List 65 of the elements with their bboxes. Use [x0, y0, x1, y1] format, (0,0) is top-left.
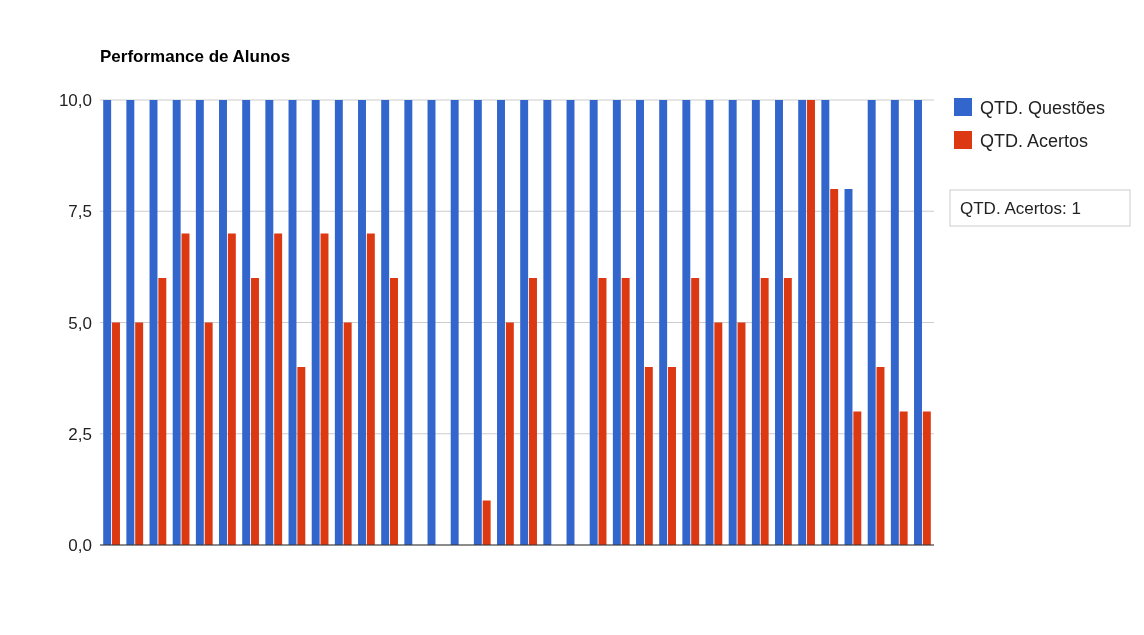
bar [867, 100, 876, 545]
legend-label: QTD. Acertos [980, 131, 1089, 151]
bar [497, 100, 505, 545]
y-tick-label: 5,0 [68, 313, 92, 333]
bar [589, 100, 598, 545]
bar [404, 100, 413, 545]
bar [659, 100, 668, 545]
bar [358, 100, 366, 545]
y-tick-label: 0,0 [68, 536, 92, 555]
bar [158, 278, 167, 545]
bar [890, 100, 899, 545]
bar [112, 322, 120, 545]
y-tick-label: 7,5 [68, 202, 92, 222]
bar [621, 278, 630, 545]
bar [543, 100, 552, 545]
bar [274, 233, 283, 545]
bar [343, 322, 352, 545]
bar [682, 100, 691, 545]
bar [126, 100, 135, 545]
bar [103, 100, 112, 545]
bar [135, 322, 144, 545]
bar [334, 100, 343, 545]
bar [473, 100, 482, 545]
text: QTD. Acertos: 1 [960, 199, 1081, 218]
bar [242, 100, 251, 545]
bar [505, 322, 514, 545]
chart-title: Performance de Alunos [100, 47, 291, 66]
bar [751, 100, 760, 545]
bar [204, 322, 213, 545]
bar [783, 278, 792, 545]
bar [853, 411, 862, 545]
bar [381, 100, 390, 545]
bar [390, 278, 398, 545]
bar [714, 322, 723, 545]
bar [728, 100, 737, 545]
bar [914, 100, 922, 545]
legend-label: QTD. Questões [980, 98, 1106, 118]
bar [251, 278, 259, 545]
bar [520, 100, 529, 545]
bar [612, 100, 621, 545]
bar [830, 189, 839, 545]
bar [775, 100, 783, 545]
y-tick-label: 10,0 [58, 91, 92, 110]
bar [899, 411, 908, 545]
bar [297, 367, 306, 545]
bar [482, 500, 491, 545]
bar [807, 100, 815, 545]
bar [644, 367, 653, 545]
bar [691, 278, 700, 545]
bar [172, 100, 181, 545]
bar [450, 100, 459, 545]
bar [821, 100, 830, 545]
bar [227, 233, 236, 545]
bar [529, 278, 537, 545]
bar [668, 367, 676, 545]
bar [219, 100, 227, 545]
bar [195, 100, 204, 545]
bar [636, 100, 644, 545]
y-tick-label: 2,5 [68, 424, 92, 444]
bar [798, 100, 807, 545]
bar [922, 411, 931, 545]
bar [366, 233, 375, 545]
bar [265, 100, 274, 545]
bar [311, 100, 320, 545]
bar [760, 278, 769, 545]
